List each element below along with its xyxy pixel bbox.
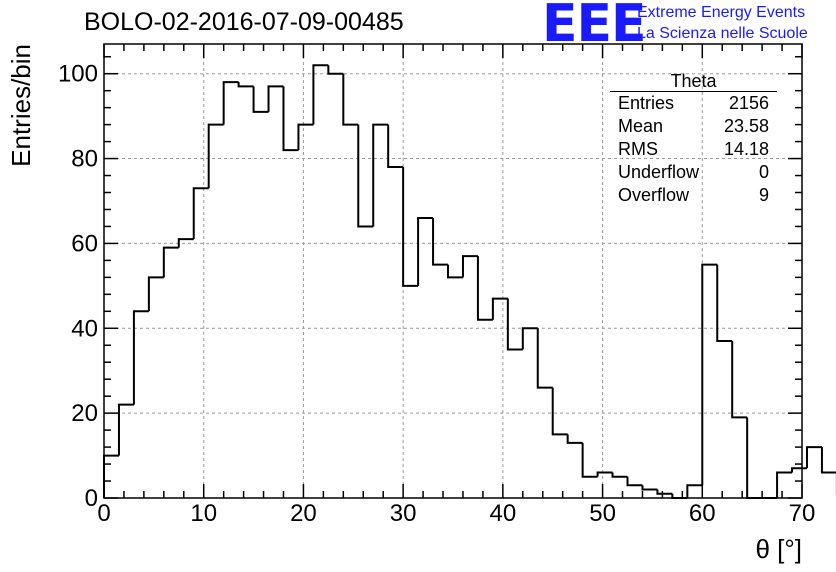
histogram-bin xyxy=(820,447,836,474)
logo-line-2: La Scienza nelle Scuole xyxy=(637,25,808,42)
histogram-bin xyxy=(432,217,449,266)
histogram-bin xyxy=(566,434,583,444)
x-tick-label: 0 xyxy=(97,500,110,527)
histogram-bin xyxy=(461,255,478,278)
histogram-bin xyxy=(417,216,434,286)
histogram-bin xyxy=(282,86,299,152)
x-tick-label: 10 xyxy=(190,500,217,527)
histogram-bin xyxy=(387,124,404,169)
histogram-bin xyxy=(626,476,643,487)
histogram-bin xyxy=(791,467,807,473)
y-tick-label: 80 xyxy=(71,146,98,173)
histogram-bin xyxy=(506,298,523,351)
y-tick-label: 40 xyxy=(71,315,98,342)
histogram-bin xyxy=(746,417,763,499)
histogram-bin xyxy=(252,86,269,113)
histogram-bin xyxy=(641,485,658,491)
histogram-bin xyxy=(402,167,419,287)
x-tick-label: 40 xyxy=(490,500,517,527)
stats-row-underflow: Underflow 0 xyxy=(610,161,777,184)
y-tick-label: 20 xyxy=(71,400,98,427)
logo-line-1: Extreme Energy Events xyxy=(637,4,806,21)
histogram-bin xyxy=(327,65,344,75)
histogram-bin xyxy=(297,123,314,151)
stats-value: 23.58 xyxy=(723,116,769,136)
histogram-bin xyxy=(342,73,359,126)
stats-label: Mean xyxy=(618,116,664,136)
histogram-bin xyxy=(776,471,793,498)
y-tick-label: 100 xyxy=(58,61,98,88)
histogram-bin xyxy=(656,489,673,495)
histogram-bin xyxy=(521,327,538,350)
plot-frame xyxy=(103,43,803,499)
histogram-bin xyxy=(611,472,628,478)
histogram-bin xyxy=(805,446,822,469)
x-tick-label: 60 xyxy=(689,500,716,527)
x-axis-label: θ [°] xyxy=(755,534,802,564)
y-tick-label: 60 xyxy=(71,230,98,257)
stats-value: 9 xyxy=(758,185,769,205)
stats-row-overflow: Overflow 9 xyxy=(610,184,777,207)
histogram-bin xyxy=(132,310,149,405)
x-tick-labels: 0 10 20 30 40 50 60 70 xyxy=(97,500,815,527)
stats-label: Underflow xyxy=(618,162,700,182)
eee-logo: EEE xyxy=(542,0,647,54)
stats-value: 0 xyxy=(758,162,769,182)
histogram-bin xyxy=(701,263,718,486)
histogram-bin xyxy=(686,484,703,498)
histogram-bin xyxy=(267,85,284,112)
histogram-bin xyxy=(192,187,209,240)
histogram-bin xyxy=(117,403,134,456)
histogram-bin xyxy=(103,454,119,498)
histogram-bin xyxy=(177,238,194,248)
x-tick-label: 20 xyxy=(290,500,317,527)
histogram-bin xyxy=(222,81,239,125)
histogram-bin xyxy=(551,387,568,436)
histogram-bin xyxy=(357,124,374,228)
stats-row-rms: RMS 14.18 xyxy=(610,138,777,161)
stats-box: Theta Entries 2156 Mean 23.58 RMS 14.18 … xyxy=(610,72,777,207)
axis-ticks xyxy=(103,44,803,499)
histogram-bin xyxy=(716,264,733,343)
histogram-bin xyxy=(731,341,748,419)
stats-row-entries: Entries 2156 xyxy=(610,92,777,115)
histogram-bin xyxy=(237,82,254,88)
histogram-bin xyxy=(491,297,508,320)
histogram-bin xyxy=(581,442,598,478)
stats-row-mean: Mean 23.58 xyxy=(610,115,777,138)
histogram-bin xyxy=(372,123,389,227)
y-tick-labels: 0 20 40 60 80 100 xyxy=(58,61,98,512)
histogram-bin xyxy=(312,64,329,125)
histogram-bin xyxy=(207,123,224,189)
stats-label: Entries xyxy=(618,93,675,113)
run-title: BOLO-02-2016-07-09-00485 xyxy=(84,8,404,36)
stats-title: Theta xyxy=(610,72,777,92)
x-tick-label: 70 xyxy=(789,500,816,527)
histogram-bin xyxy=(476,256,493,321)
histogram-bars xyxy=(103,64,836,499)
y-axis-label: Entries/bin xyxy=(6,44,36,167)
histogram-bin xyxy=(447,264,463,279)
stats-value: 14.18 xyxy=(723,139,769,159)
stats-value: 2156 xyxy=(728,93,769,113)
histogram-bin xyxy=(536,328,553,389)
x-tick-label: 50 xyxy=(589,500,616,527)
histogram-bin xyxy=(147,276,164,312)
histogram-bin xyxy=(162,246,179,278)
x-tick-label: 30 xyxy=(390,500,417,527)
stats-label: RMS xyxy=(618,139,658,159)
histogram-bin xyxy=(596,471,613,477)
stats-label: Overflow xyxy=(618,185,690,205)
y-tick-label: 0 xyxy=(85,485,98,512)
